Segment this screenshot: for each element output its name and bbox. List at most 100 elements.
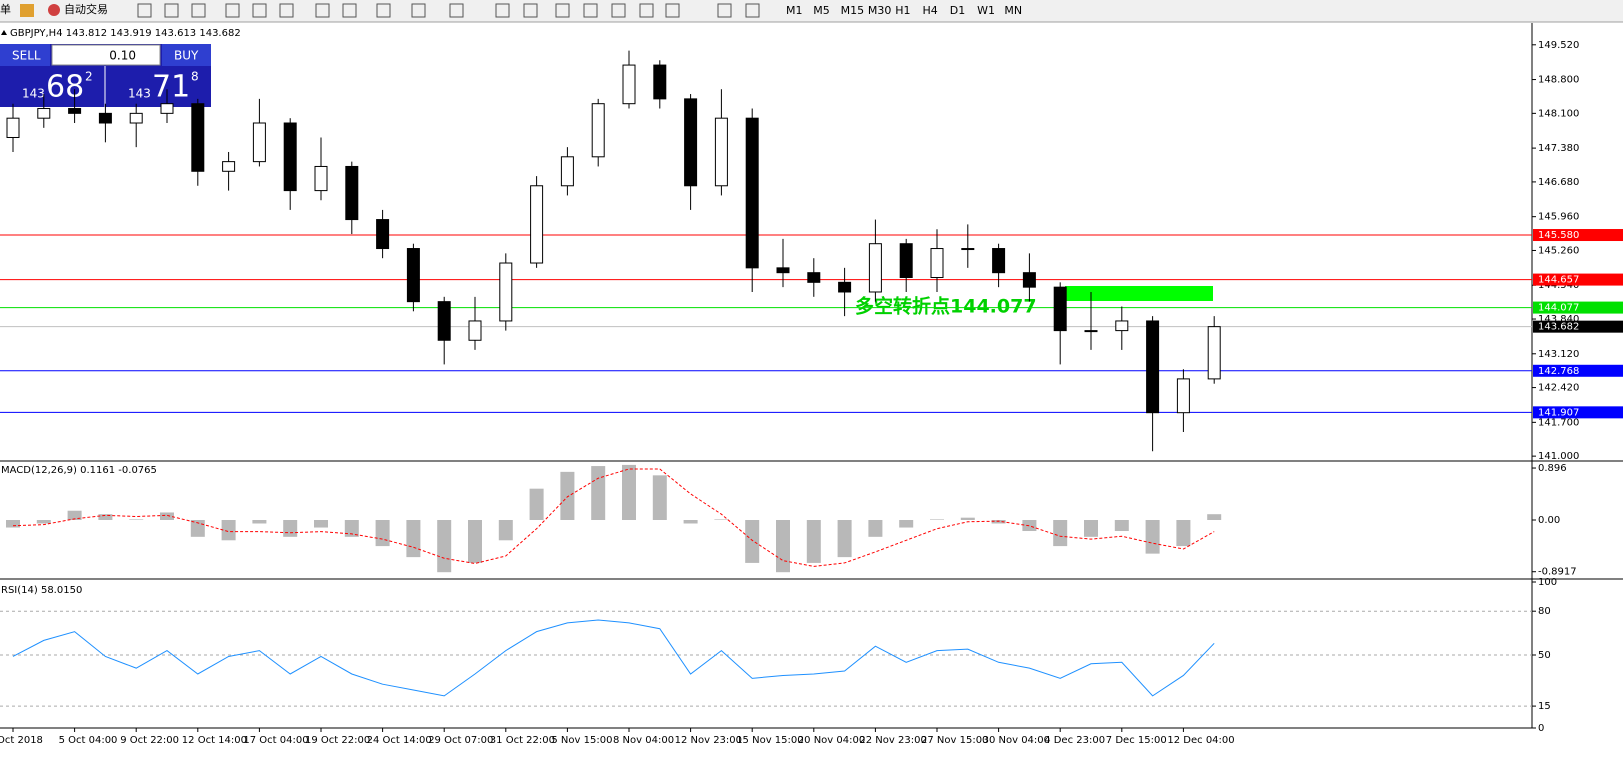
candle-body xyxy=(560,156,574,187)
level-label: 143.682 xyxy=(1538,322,1579,333)
candle-body xyxy=(1022,272,1036,288)
buy-label[interactable]: BUY xyxy=(174,49,199,63)
macd-bar xyxy=(344,520,359,537)
sell-button[interactable] xyxy=(0,44,50,66)
macd-bar xyxy=(67,510,82,520)
macd-bar xyxy=(806,520,821,563)
macd-bar xyxy=(498,520,513,541)
macd-bar xyxy=(960,517,975,520)
macd-bar xyxy=(468,520,482,563)
macd-signal xyxy=(12,468,1215,567)
timeframe[interactable]: D1 xyxy=(950,4,965,17)
candle-body xyxy=(745,117,759,269)
x-tick-label: 12 Dec 04:00 xyxy=(1167,735,1234,746)
icon[interactable] xyxy=(20,4,34,17)
bid-small: 2 xyxy=(85,70,93,84)
collapse-arrow[interactable] xyxy=(1,30,7,35)
candle-body xyxy=(992,248,1006,274)
macd-bar xyxy=(560,471,575,520)
timeframe[interactable]: H1 xyxy=(895,4,910,17)
tool-icon[interactable] xyxy=(639,3,654,18)
tool-icon[interactable] xyxy=(225,3,240,18)
level-label: 145.580 xyxy=(1538,230,1579,241)
tool-icon[interactable] xyxy=(252,3,267,18)
candle-body xyxy=(868,243,882,293)
tool-icon[interactable] xyxy=(191,3,206,18)
rsi-line xyxy=(12,619,1215,697)
menu-label[interactable]: 单 xyxy=(0,3,11,16)
timeframe[interactable]: M5 xyxy=(813,4,830,17)
x-tick-label: 29 Oct 07:00 xyxy=(428,735,493,746)
candle-body xyxy=(930,248,944,279)
candle-body xyxy=(838,281,852,293)
macd-bar xyxy=(1145,520,1160,554)
tool-icon[interactable] xyxy=(717,3,732,18)
y-tick-label: 50 xyxy=(1538,650,1551,661)
candle-body xyxy=(807,272,821,283)
tool-icon[interactable] xyxy=(449,3,464,18)
tool-icon[interactable] xyxy=(376,3,391,18)
y-tick-label: 0.896 xyxy=(1538,463,1567,474)
y-tick-label: 0 xyxy=(1538,723,1544,734)
y-tick-label: 147.380 xyxy=(1538,143,1579,154)
macd-bar xyxy=(1053,520,1068,547)
tool-icon[interactable] xyxy=(495,3,510,18)
tool-icon[interactable] xyxy=(342,3,357,18)
candle-body xyxy=(437,301,451,341)
x-tick-label: 8 Nov 04:00 xyxy=(613,735,674,746)
y-tick-label: 142.420 xyxy=(1538,383,1579,394)
lots[interactable]: 0.10 xyxy=(109,49,136,63)
y-tick-label: 0.00 xyxy=(1538,515,1560,526)
sell-label[interactable]: SELL xyxy=(12,49,41,63)
toolbar xyxy=(0,0,1623,22)
macd-bar xyxy=(745,520,760,563)
candle-body xyxy=(283,122,297,192)
candle-body xyxy=(6,117,20,138)
tool-icon[interactable] xyxy=(411,3,426,18)
tool-icon[interactable] xyxy=(164,3,179,18)
chart-title: GBPJPY,H4 143.812 143.919 143.613 143.68… xyxy=(10,28,241,39)
tool-icon[interactable] xyxy=(665,3,680,18)
x-tick-label: 22 Nov 23:00 xyxy=(859,735,926,746)
timeframe[interactable]: M30 xyxy=(868,4,892,17)
macd-bar xyxy=(98,514,113,520)
y-tick-label: 141.700 xyxy=(1538,417,1579,428)
y-tick-label: 145.260 xyxy=(1538,245,1579,256)
level-label-box xyxy=(1533,364,1623,377)
timeframe[interactable]: H4 xyxy=(923,4,938,17)
timeframe[interactable]: W1 xyxy=(977,4,995,17)
macd-bar xyxy=(1176,520,1191,547)
tool-icon[interactable] xyxy=(583,3,598,18)
trade-panel: SELL 0.10 BUY 143 68 2 143 71 8 xyxy=(0,44,211,107)
timeframe[interactable]: M1 xyxy=(786,4,803,17)
timeframe[interactable]: M15 xyxy=(841,4,865,17)
y-tick-label: 141.000 xyxy=(1538,451,1579,462)
candle-body xyxy=(714,117,728,187)
auto-trade-icon[interactable] xyxy=(48,4,60,16)
macd-bar xyxy=(714,519,729,520)
candle-body xyxy=(191,103,205,172)
y-tick-label: 15 xyxy=(1538,701,1551,712)
macd-bar xyxy=(437,520,452,573)
candle-body xyxy=(1146,320,1160,414)
macd-bar xyxy=(375,520,390,547)
tool-icon[interactable] xyxy=(315,3,330,18)
timeframe[interactable]: MN xyxy=(1004,4,1022,17)
macd-bar xyxy=(252,520,267,524)
x-tick-label: 15 Nov 15:00 xyxy=(736,735,803,746)
auto-trade[interactable]: 自动交易 xyxy=(64,2,108,16)
tool-icon[interactable] xyxy=(279,3,294,18)
tool-icon[interactable] xyxy=(555,3,570,18)
tool-icon[interactable] xyxy=(745,3,760,18)
candle-body xyxy=(499,262,513,322)
tool-icon[interactable] xyxy=(523,3,538,18)
level-label-box xyxy=(1533,301,1623,314)
lots-input[interactable] xyxy=(51,44,161,66)
candle-body xyxy=(129,112,143,124)
y-tick-label: 145.960 xyxy=(1538,212,1579,223)
tool-icon[interactable] xyxy=(137,3,152,18)
macd-bar xyxy=(314,520,328,528)
tool-icon[interactable] xyxy=(611,3,626,18)
buy-button[interactable] xyxy=(162,44,211,66)
